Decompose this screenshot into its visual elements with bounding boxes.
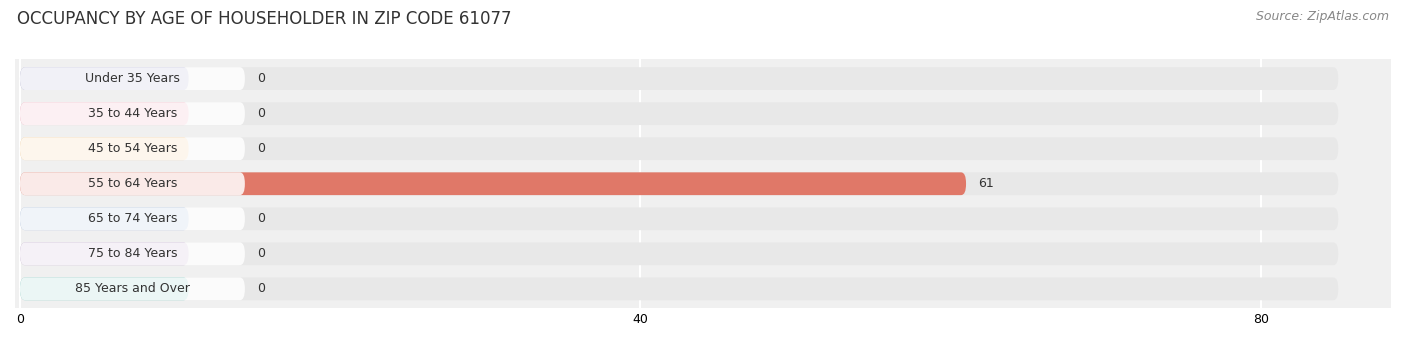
- Text: Under 35 Years: Under 35 Years: [84, 72, 180, 85]
- Text: Source: ZipAtlas.com: Source: ZipAtlas.com: [1256, 10, 1389, 23]
- FancyBboxPatch shape: [20, 172, 245, 195]
- FancyBboxPatch shape: [20, 242, 1339, 265]
- FancyBboxPatch shape: [20, 137, 188, 160]
- Text: 0: 0: [257, 282, 266, 295]
- Text: 45 to 54 Years: 45 to 54 Years: [87, 142, 177, 155]
- FancyBboxPatch shape: [20, 242, 188, 265]
- FancyBboxPatch shape: [20, 102, 188, 125]
- Text: 0: 0: [257, 142, 266, 155]
- FancyBboxPatch shape: [20, 207, 188, 230]
- FancyBboxPatch shape: [20, 207, 245, 230]
- FancyBboxPatch shape: [20, 102, 1339, 125]
- Text: 0: 0: [257, 247, 266, 260]
- FancyBboxPatch shape: [20, 67, 245, 90]
- FancyBboxPatch shape: [20, 67, 188, 90]
- FancyBboxPatch shape: [20, 278, 1339, 300]
- FancyBboxPatch shape: [20, 172, 1339, 195]
- Text: 75 to 84 Years: 75 to 84 Years: [87, 247, 177, 260]
- FancyBboxPatch shape: [20, 102, 245, 125]
- FancyBboxPatch shape: [20, 137, 245, 160]
- FancyBboxPatch shape: [20, 278, 245, 300]
- Text: 55 to 64 Years: 55 to 64 Years: [87, 177, 177, 190]
- Text: 85 Years and Over: 85 Years and Over: [75, 282, 190, 295]
- FancyBboxPatch shape: [20, 242, 245, 265]
- FancyBboxPatch shape: [20, 207, 1339, 230]
- FancyBboxPatch shape: [20, 278, 188, 300]
- FancyBboxPatch shape: [20, 67, 1339, 90]
- Text: 35 to 44 Years: 35 to 44 Years: [87, 107, 177, 120]
- Text: 65 to 74 Years: 65 to 74 Years: [87, 212, 177, 225]
- Text: 61: 61: [979, 177, 994, 190]
- Text: 0: 0: [257, 72, 266, 85]
- Text: 0: 0: [257, 107, 266, 120]
- FancyBboxPatch shape: [20, 137, 1339, 160]
- Text: 0: 0: [257, 212, 266, 225]
- FancyBboxPatch shape: [20, 172, 966, 195]
- Text: OCCUPANCY BY AGE OF HOUSEHOLDER IN ZIP CODE 61077: OCCUPANCY BY AGE OF HOUSEHOLDER IN ZIP C…: [17, 10, 512, 28]
